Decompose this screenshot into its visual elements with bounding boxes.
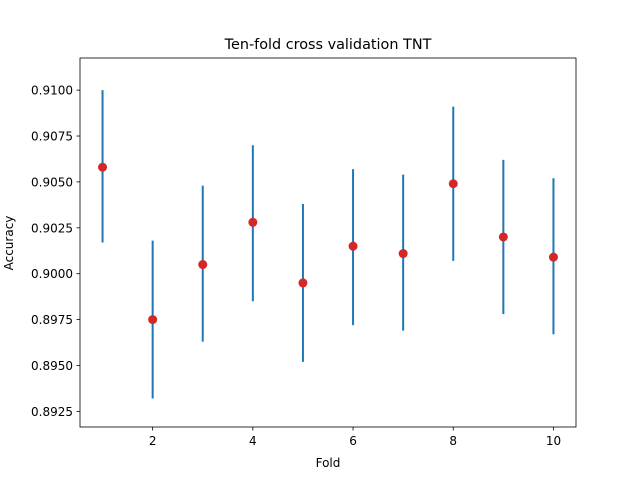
data-point-8	[448, 179, 458, 189]
x-tick-label-10: 10	[546, 434, 561, 448]
plot-frame	[79, 57, 577, 428]
data-point-9	[498, 232, 508, 242]
y-axis-label: Accuracy	[2, 216, 16, 271]
x-tick-label-6: 6	[349, 434, 357, 448]
x-tick-label-2: 2	[149, 434, 157, 448]
chart-title: Ten-fold cross validation TNT	[224, 37, 432, 53]
y-tick-label-0.9100: 0.9100	[31, 84, 73, 98]
data-point-3	[198, 260, 208, 270]
y-tick-label-0.9000: 0.9000	[31, 267, 73, 281]
data-point-4	[248, 217, 258, 227]
y-tick-label-0.9075: 0.9075	[31, 130, 73, 144]
plot-area: 2 4 6 8 10 0.8925 0.8950 0.8975 0.9000 0.9025 0.90…	[31, 57, 577, 448]
y-tick-label-0.9050: 0.9050	[31, 175, 73, 189]
data-point-6	[348, 241, 358, 251]
data-point-10	[548, 252, 558, 262]
y-tick-label-0.8950: 0.8950	[31, 359, 73, 373]
data-point-7	[398, 249, 408, 259]
data-point-1	[98, 162, 108, 172]
x-tick-label-8: 8	[449, 434, 457, 448]
y-tick-label-0.8975: 0.8975	[31, 313, 73, 327]
data-point-5	[298, 278, 308, 288]
data-point-2	[148, 315, 158, 325]
x-axis-label: Fold	[316, 456, 341, 470]
y-tick-label-0.8925: 0.8925	[31, 405, 73, 419]
x-tick-label-4: 4	[249, 434, 257, 448]
y-tick-label-0.9025: 0.9025	[31, 221, 73, 235]
